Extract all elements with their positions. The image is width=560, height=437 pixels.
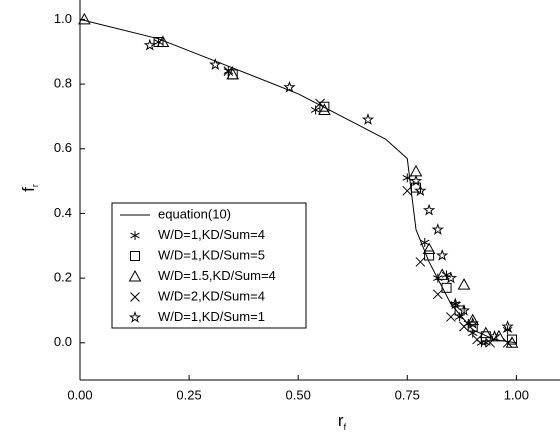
legend-marker <box>130 292 140 302</box>
point <box>319 101 330 112</box>
point <box>502 325 513 335</box>
point <box>467 321 478 332</box>
point <box>409 174 423 187</box>
legend-marker <box>130 251 140 261</box>
point <box>315 98 325 109</box>
legend-label: W/D=1,KD/Sum=1 <box>158 309 265 324</box>
y-tick-label: 1.0 <box>54 11 72 26</box>
point <box>507 334 517 345</box>
point <box>457 278 471 290</box>
legend-label: equation(10) <box>158 206 231 221</box>
point <box>467 328 478 338</box>
point <box>78 12 91 25</box>
x-tick-label: 0.00 <box>67 387 92 402</box>
point <box>422 242 436 255</box>
point <box>431 223 444 235</box>
y-tick-label: 0.2 <box>54 270 72 285</box>
point <box>143 38 156 51</box>
legend-label: W/D=1.5,KD/Sum=4 <box>158 268 276 283</box>
point <box>446 312 456 322</box>
point <box>409 164 423 177</box>
point <box>424 250 435 261</box>
point <box>444 271 458 284</box>
y-tick-label: 0.4 <box>54 205 72 220</box>
point <box>361 113 375 125</box>
point <box>481 338 491 348</box>
x-tick-label: 0.25 <box>176 387 201 402</box>
point <box>226 67 240 80</box>
point <box>466 313 480 326</box>
point <box>466 316 479 329</box>
point <box>454 305 465 316</box>
y-tick-label: 0.0 <box>54 334 72 349</box>
point <box>479 326 493 339</box>
legend-marker <box>128 311 142 323</box>
point <box>435 268 449 280</box>
x-axis-title: rf <box>338 411 347 432</box>
x-label: r <box>338 411 344 430</box>
y-label: f <box>19 187 38 192</box>
legend-label: W/D=1,KD/Sum=4 <box>158 227 265 242</box>
point <box>449 297 462 310</box>
point <box>318 103 331 115</box>
y-tick-label: 0.6 <box>54 140 72 155</box>
y-axis-title: fr <box>19 184 40 192</box>
x-tick-label: 1.00 <box>504 387 529 402</box>
point <box>310 105 321 115</box>
point <box>223 66 234 77</box>
point <box>502 337 513 348</box>
point <box>488 329 501 342</box>
point <box>415 257 426 267</box>
point <box>441 282 452 293</box>
legend-box <box>111 202 307 329</box>
y-label-sub: r <box>30 184 40 187</box>
point <box>414 184 427 197</box>
legend-marker <box>130 231 140 240</box>
x-tick-label: 0.75 <box>395 387 420 402</box>
point <box>283 80 296 93</box>
point <box>419 238 430 248</box>
point <box>457 303 471 316</box>
point <box>501 320 514 332</box>
point <box>402 185 413 196</box>
point <box>156 35 170 48</box>
point <box>422 203 436 216</box>
point <box>472 334 482 345</box>
x-tick-label: 0.50 <box>286 387 311 402</box>
x-label-sub: f <box>344 422 347 432</box>
legend-label: W/D=2,KD/Sum=4 <box>158 288 265 303</box>
legend-marker <box>128 269 142 282</box>
point <box>436 248 449 261</box>
point <box>459 321 469 332</box>
y-tick-label: 0.8 <box>54 76 72 91</box>
legend-label: W/D=1,KD/Sum=5 <box>158 247 265 262</box>
point <box>492 329 506 342</box>
point <box>209 58 222 70</box>
point <box>432 289 443 300</box>
